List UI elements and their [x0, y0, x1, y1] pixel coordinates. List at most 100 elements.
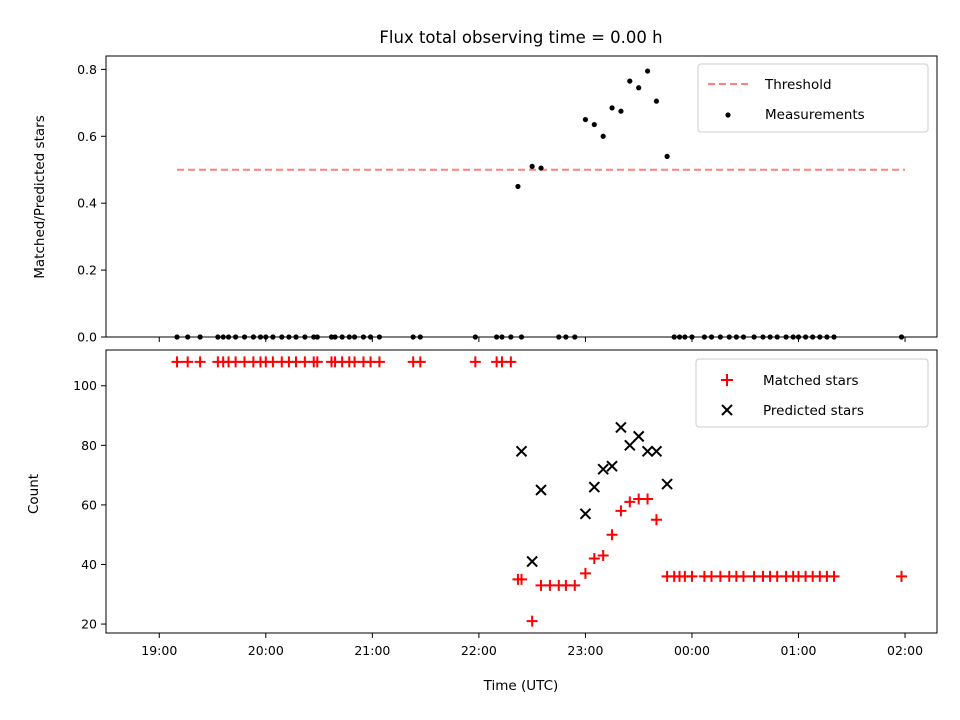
measurement-point	[494, 334, 500, 340]
matched-star-point	[311, 356, 323, 368]
measurement-point	[215, 334, 221, 340]
measurement-point	[803, 334, 809, 340]
legend-matched-swatch	[721, 374, 733, 386]
measurement-point	[717, 334, 723, 340]
x-tick-label: 00:00	[674, 643, 710, 658]
x-tick-label: 22:00	[461, 643, 497, 658]
predicted-star-point	[650, 445, 663, 457]
measurement-point	[751, 334, 757, 340]
measurement-point	[360, 334, 367, 340]
measurement-point	[472, 334, 478, 340]
measurement-point	[689, 334, 695, 340]
measurement-point	[515, 183, 521, 190]
matched-star-point	[597, 550, 609, 562]
y-tick-label: 20	[81, 617, 97, 632]
matched-star-point	[194, 356, 206, 368]
measurement-point	[609, 105, 615, 111]
y-tick-label: 0.4	[77, 196, 97, 211]
x-axis-label: Time (UTC)	[483, 678, 559, 694]
matched-star-point	[737, 570, 749, 582]
predicted-star-point	[597, 463, 609, 475]
y-tick-label: 100	[73, 378, 97, 393]
measurement-point	[563, 334, 569, 340]
matched-star-point	[373, 356, 385, 368]
measurement-point	[332, 334, 338, 340]
measurement-point	[257, 334, 264, 340]
measurement-point	[671, 334, 677, 340]
measurement-point	[286, 334, 292, 340]
bottom-legend: Matched stars Predicted stars	[695, 358, 929, 428]
matched-star-point	[828, 570, 840, 582]
predicted-star-point	[615, 421, 627, 434]
y-tick-label: 0.2	[77, 263, 97, 278]
legend-predicted-swatch	[721, 404, 733, 416]
bottom-x-ticks: 19:00 20:00 21:00 22:00 23:00 00:00 01:00 02:00	[141, 633, 923, 658]
top-chart-title: Flux total observing time = 0.00 h	[379, 28, 662, 47]
measurement-point	[740, 334, 747, 340]
measurement-point	[376, 334, 383, 340]
measurement-point	[314, 334, 320, 340]
matched-star-point	[469, 356, 481, 368]
x-tick-label: 01:00	[780, 643, 816, 658]
measurement-point	[293, 334, 299, 340]
y-tick-label: 40	[81, 557, 97, 572]
legend-measurements-swatch	[725, 112, 731, 118]
matched-star-point	[579, 567, 591, 579]
measurement-point	[726, 334, 732, 340]
measurement-point	[225, 334, 232, 340]
measurement-point	[339, 334, 345, 340]
predicted-star-point	[606, 460, 618, 472]
measurement-point	[263, 334, 269, 340]
measurement-point	[783, 334, 789, 340]
bottom-y-axis-label: Count	[26, 474, 42, 514]
y-tick-label: 60	[81, 497, 97, 512]
bottom-plot-area	[171, 356, 907, 627]
measurement-point	[682, 334, 688, 340]
matched-star-point	[686, 570, 698, 582]
predicted-star-point	[632, 430, 645, 443]
legend-predicted-label: Predicted stars	[763, 403, 864, 419]
measurement-point	[250, 334, 256, 340]
matched-star-point	[505, 356, 517, 368]
measurement-point	[185, 334, 191, 340]
measurement-point	[824, 334, 830, 340]
top-y-axis-label: Matched/Predicted stars	[32, 115, 48, 278]
matched-star-point	[650, 514, 662, 526]
x-tick-label: 23:00	[567, 643, 603, 658]
measurement-point	[618, 108, 624, 114]
predicted-star-point	[579, 508, 592, 520]
measurement-point	[410, 334, 416, 340]
x-tick-label: 19:00	[141, 643, 177, 658]
measurement-point	[627, 78, 633, 84]
y-tick-label: 0.8	[77, 62, 97, 77]
measurement-point	[795, 334, 802, 340]
measurement-point	[233, 334, 239, 340]
measurement-point	[701, 334, 707, 340]
measurement-point	[760, 334, 766, 340]
measurement-point	[197, 334, 203, 340]
matched-star-point	[606, 529, 618, 541]
predicted-star-point	[641, 445, 654, 457]
bottom-panel: 20 40 60 80 100 19:00 20:00 21:00 22:00 23:00 00:…	[26, 349, 938, 694]
predicted-star-point	[661, 478, 673, 490]
matched-star-point	[895, 570, 907, 582]
top-legend: Threshold Measurements	[697, 63, 929, 133]
measurement-point	[302, 334, 308, 340]
measurement-point	[417, 334, 423, 340]
measurement-point	[220, 334, 226, 340]
measurement-point	[499, 334, 505, 340]
measurement-point	[831, 334, 837, 340]
measurement-point	[174, 334, 180, 340]
y-tick-label: 0.0	[77, 330, 97, 345]
matched-star-point	[588, 553, 600, 565]
measurement-point	[600, 133, 606, 139]
measurement-point	[538, 165, 544, 171]
legend-measurements-label: Measurements	[765, 107, 865, 123]
matched-star-point	[569, 579, 581, 591]
measurement-point	[346, 334, 352, 340]
measurement-point	[518, 334, 525, 340]
legend-threshold-label: Threshold	[764, 77, 832, 93]
top-x-ticks	[158, 337, 906, 342]
matched-star-point	[182, 356, 194, 368]
